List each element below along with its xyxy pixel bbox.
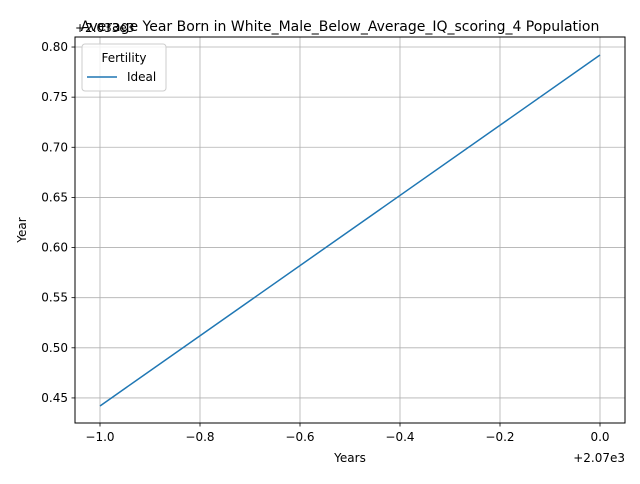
y-tick-label: 0.70 — [41, 140, 68, 154]
y-tick-label: 0.45 — [41, 391, 68, 405]
series-line-ideal — [99, 54, 601, 407]
y-axis: 0.45 0.50 0.55 0.60 0.65 0.70 0.75 0.80 — [41, 40, 75, 405]
chart-title: Average Year Born in White_Male_Below_Av… — [81, 19, 600, 35]
y-tick-label: 0.50 — [41, 341, 68, 355]
plot-frame — [74, 36, 626, 424]
x-axis-label: Years — [333, 451, 366, 465]
y-axis-label: Year — [15, 217, 29, 243]
x-tick-label: 0.0 — [590, 430, 609, 444]
x-tick-label: −0.6 — [285, 430, 314, 444]
x-offset-label: +2.07e3 — [573, 451, 625, 465]
x-tick-label: −0.4 — [385, 430, 414, 444]
x-tick-label: −1.0 — [85, 430, 114, 444]
x-tick-label: −0.8 — [185, 430, 214, 444]
legend-title: Fertility — [101, 51, 146, 65]
y-tick-label: 0.60 — [41, 241, 68, 255]
x-axis: −1.0 −0.8 −0.6 −0.4 −0.2 0.0 — [85, 423, 610, 444]
y-tick-label: 0.65 — [41, 190, 68, 204]
y-offset-label: +2.033e3 — [75, 21, 134, 35]
grid — [75, 37, 625, 423]
y-tick-label: 0.75 — [41, 90, 68, 104]
legend-label-ideal: Ideal — [127, 70, 156, 84]
series-layer — [99, 54, 601, 407]
legend-box — [81, 43, 167, 92]
x-tick-label: −0.2 — [485, 430, 514, 444]
legend: Fertility Ideal — [81, 43, 167, 92]
y-tick-label: 0.55 — [41, 291, 68, 305]
y-tick-label: 0.80 — [41, 40, 68, 54]
